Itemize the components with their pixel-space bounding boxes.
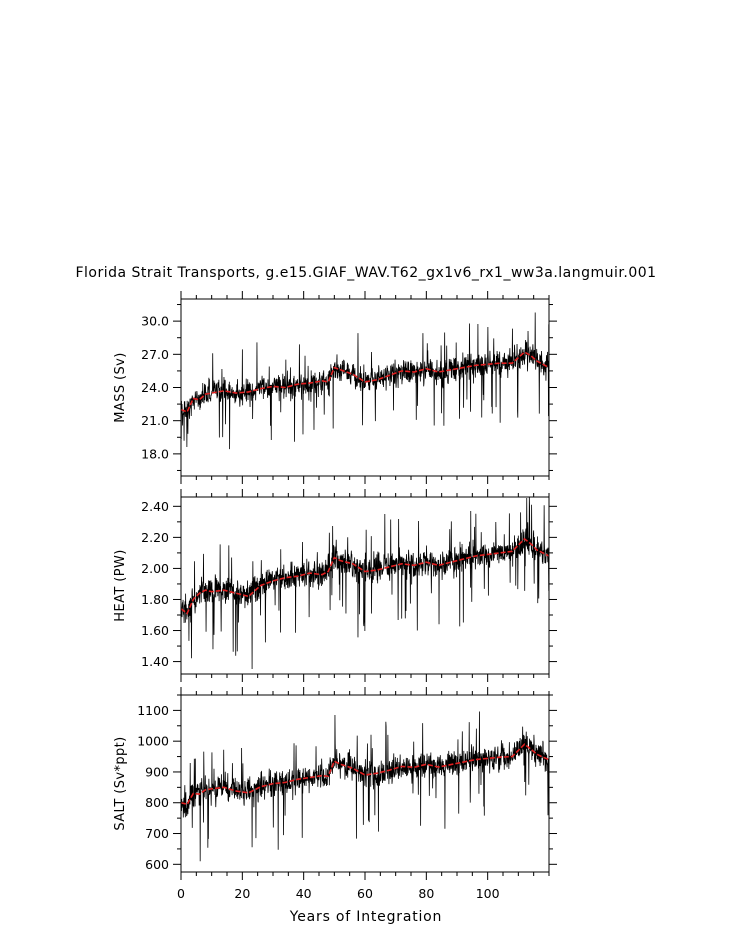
series-raw-heat xyxy=(181,497,549,670)
series-raw-salt xyxy=(181,711,549,862)
series-smoothed-heat xyxy=(181,537,549,615)
panel-salt: 600 700 800 900 1000 1100 SALT (Sv*ppt) 0 20 40 60… xyxy=(113,687,557,901)
y-axis-label-salt: SALT (Sv*ppt) xyxy=(113,736,128,830)
y-tick-label: 1000 xyxy=(137,734,169,749)
y-axis-label-mass: MASS (Sv) xyxy=(113,352,128,422)
y-tick-label: 27.0 xyxy=(141,347,169,362)
x-tick-label: 0 xyxy=(177,886,185,901)
y-tick-label: 1.80 xyxy=(141,592,169,607)
y-tick-label: 900 xyxy=(145,764,169,779)
x-tick-label: 60 xyxy=(357,886,373,901)
panel-heat: 1.40 1.60 1.80 2.00 2.20 2.40 HEAT (PW) xyxy=(113,489,557,682)
y-tick-label: 24.0 xyxy=(141,380,169,395)
x-tick-label: 100 xyxy=(476,886,500,901)
figure-title: Florida Strait Transports, g.e15.GIAF_WA… xyxy=(75,265,656,281)
y-tick-label: 2.20 xyxy=(141,530,169,545)
y-tick-label: 1.60 xyxy=(141,623,169,638)
x-axis-label: Years of Integration xyxy=(289,909,442,925)
y-tick-label: 600 xyxy=(145,857,169,872)
y-tick-label: 2.00 xyxy=(141,561,169,576)
y-tick-label: 2.40 xyxy=(141,499,169,514)
y-tick-label: 1100 xyxy=(137,703,169,718)
series-smoothed-salt xyxy=(181,743,549,806)
y-tick-label: 700 xyxy=(145,826,169,841)
series-raw-mass xyxy=(181,312,549,450)
y-tick-label: 30.0 xyxy=(141,314,169,329)
y-tick-label: 21.0 xyxy=(141,413,169,428)
y-tick-label: 800 xyxy=(145,795,169,810)
y-tick-label: 1.40 xyxy=(141,654,169,669)
y-tick-label: 18.0 xyxy=(141,446,169,461)
panel-mass: 18.0 21.0 24.0 27.0 30.0 MASS (Sv) xyxy=(113,291,557,484)
x-tick-label: 80 xyxy=(418,886,434,901)
y-axis-label-heat: HEAT (PW) xyxy=(113,549,128,621)
x-tick-label: 40 xyxy=(296,886,312,901)
x-tick-label: 20 xyxy=(234,886,250,901)
